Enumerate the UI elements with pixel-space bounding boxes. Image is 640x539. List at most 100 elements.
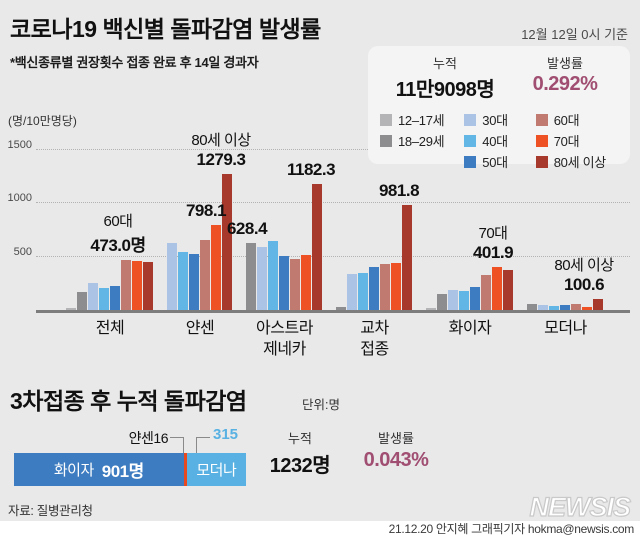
bar-18–29세 [527,304,537,310]
legend-label: 70대 [553,134,580,149]
subtitle-note: *백신종류별 권장횟수 접종 완료 후 14일 경과자 [10,55,259,70]
booster-unit-note: 단위:명 [302,398,340,412]
bar-70대 [132,260,142,310]
legend-swatch-70대 [535,134,548,147]
callout-line: 798.1 [185,200,227,220]
gridline-1000 [36,202,630,203]
stack-segment-label: 모더나 [196,462,237,479]
bar-50대 [110,286,120,310]
bar-60대 [290,258,300,310]
cumulative-value: 11만9098명 [395,79,495,101]
x-axis-label: 교차 접종 [360,319,389,361]
bar-70대 [582,307,592,310]
credit-line: 21.12.20 안지혜 그래픽기자 hokma@newsis.com [388,522,635,536]
page-title: 코로나19 백신별 돌파감염 발생률 [10,16,321,42]
stack-segment-label: 901명 [101,462,145,481]
y-tick-1500: 1500 [2,139,34,151]
age-group-legend: 12–17세 18–29세 30대 40대 50대 60대 70대 80세 이상 [380,109,620,172]
y-axis-unit-label: (명/10만명당) [8,114,77,128]
legend-item: 60대 [535,109,620,130]
legend-label: 40대 [482,134,508,149]
bar-60대 [121,259,131,310]
legend-item: 12–17세 [380,109,464,130]
bar-18–29세 [437,293,447,310]
stack-segment-label: 화이자 [53,462,94,479]
footer-strip [0,521,640,539]
x-axis-label-line: 아스트라 [256,320,313,337]
bar-60대 [481,274,491,310]
legend-item: 30대 [464,109,535,130]
legend-label: 12–17세 [398,113,445,128]
value-callout: 70대 401.9 [473,222,514,263]
callout-line: 473.0명 [90,235,146,255]
x-axis-label: 얀센 [186,319,215,340]
bar-80세 이상 [143,261,153,310]
booster-cumulative-stat: 누적 1232명 [256,428,344,478]
callout-line: 80세 이상 [554,257,614,275]
bar-50대 [189,254,199,310]
rate-value: 0.292% [532,73,598,95]
legend-label: 80세 이상 [553,155,606,170]
bar-18–29세 [77,291,87,310]
bar-70대 [301,254,311,310]
bar-group-모더나: 80세 이상 100.6 모더나 [527,148,614,337]
bar-60대 [200,240,210,310]
bar-80세 이상 [503,270,513,310]
gridline-500 [36,256,630,257]
value-callout: 1182.3 [286,159,336,180]
bar-80세 이상 [593,299,603,310]
booster-cumulative-value: 1232명 [269,455,331,477]
cumulative-label: 누적 [433,56,457,71]
bar-18–29세 [336,306,346,310]
summary-legend-panel: 누적 11만9098명 발생률 0.292% 12–17세 18–29세 30대 40… [368,46,630,170]
bar-80세 이상 [402,205,412,310]
bar-70대 [391,263,401,310]
newsis-logo: NEWSIS [529,491,632,522]
bar-30대 [167,242,177,310]
bar-40대 [459,291,469,310]
callout-line: 70대 [478,225,508,243]
callout-line: 100.6 [563,275,605,295]
moderna-count-callout: 315 [213,426,239,443]
bar-12–17세 [66,308,76,310]
legend-column: 12–17세 18–29세 [380,109,464,172]
bar-50대 [560,305,570,310]
callout-line: 60대 [103,212,134,230]
bar-30대 [257,247,267,310]
callout-line: 80세 이상 [191,131,251,149]
booster-rate-label: 발생률 [378,431,414,446]
x-axis-label: 전체 [95,319,125,340]
x-axis-label-line: 교차 [360,320,389,337]
legend-label: 30대 [482,113,508,128]
y-tick-1000: 1000 [2,192,34,204]
x-axis-label: 모더나 [544,319,587,340]
rate-label: 발생률 [547,56,583,71]
x-axis-label-line: 제네카 [263,340,306,358]
callout-line: 981.8 [378,181,420,201]
date-note: 12월 12일 0시 기준 [521,27,628,42]
bar-group-얀센: 798.1 80세 이상 1279.3 얀센 [167,132,251,337]
summary-stats: 누적 11만9098명 발생률 0.292% [380,53,620,102]
bar-chart-plot: 500 1000 1500 60대 473.0명 전체 798.1 80세 이상 1279… [2,132,630,358]
janssen-count-callout: 얀센16 [128,430,169,446]
callout-line: 628.4 [226,218,268,238]
callout-line: 1182.3 [286,159,336,179]
legend-item: 50대 [464,151,535,172]
legend-swatch-50대 [464,155,477,168]
stack-segment-화이자: 화이자 901명 [14,453,184,486]
stack-segment-얀센 [183,453,187,486]
bar-12–17세 [426,308,436,310]
booster-rate-stat: 발생률 0.043% [348,428,444,472]
value-callout: 798.1 [185,200,227,221]
x-axis-label-line: 전체 [95,320,125,337]
bar-40대 [549,305,559,310]
legend-swatch-80세 이상 [535,155,548,168]
bar-30대 [538,304,548,310]
x-axis-label-line: 모더나 [544,320,587,337]
legend-label: 18–29세 [398,134,445,149]
data-source: 자료: 질병관리청 [8,504,93,518]
bar-30대 [448,290,458,310]
